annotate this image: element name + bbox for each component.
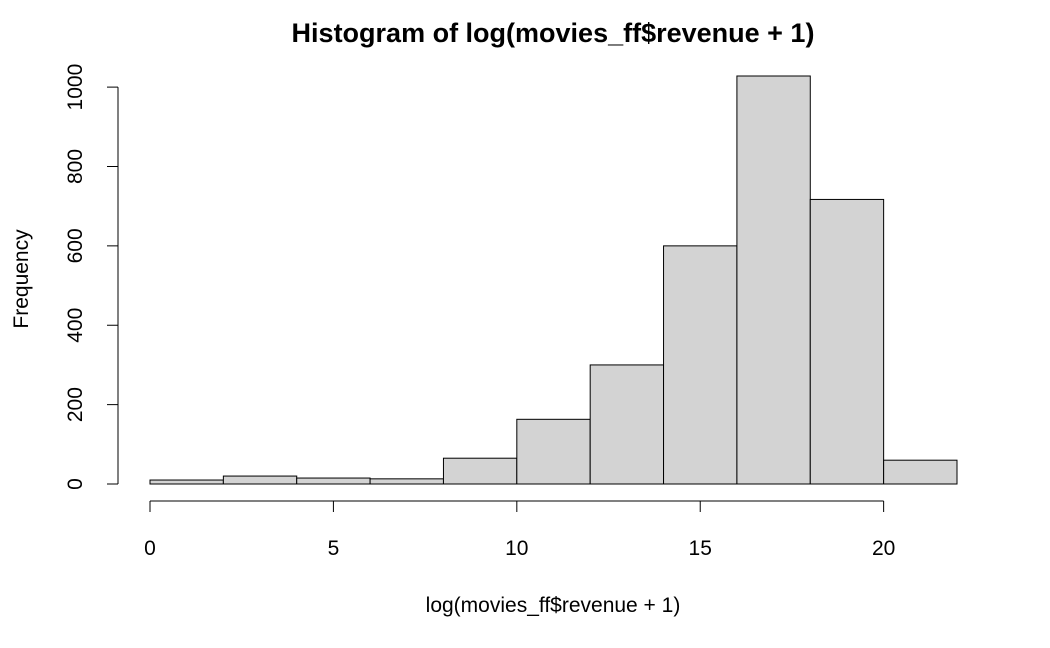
x-tick-label-1: 5 bbox=[328, 537, 340, 560]
x-axis: 0 5 10 15 20 bbox=[144, 500, 895, 560]
histogram-bar-9 bbox=[809, 198, 885, 485]
y-axis-label: Frequency bbox=[10, 229, 33, 329]
y-tick-label-4: 800 bbox=[64, 149, 87, 184]
chart-title: Histogram of log(movies_ff$revenue + 1) bbox=[292, 18, 815, 48]
x-tick-label-3: 15 bbox=[689, 537, 712, 560]
x-axis-label: log(movies_ff$revenue + 1) bbox=[426, 594, 681, 617]
histogram-bar-1 bbox=[222, 475, 298, 485]
histogram-bar-3 bbox=[369, 478, 444, 485]
bars-layer bbox=[149, 75, 958, 485]
histogram-bar-2 bbox=[296, 477, 371, 485]
histogram-bar-7 bbox=[663, 245, 738, 485]
y-tick-label-1: 200 bbox=[64, 387, 87, 422]
histogram-bar-10 bbox=[883, 459, 958, 485]
y-tick-label-5: 1000 bbox=[64, 64, 87, 111]
histogram-bar-6 bbox=[589, 364, 665, 485]
x-tick-label-0: 0 bbox=[144, 537, 156, 560]
y-axis: 0 200 400 600 800 1000 bbox=[64, 64, 119, 490]
x-tick-label-4: 20 bbox=[872, 537, 895, 560]
y-tick-label-3: 600 bbox=[64, 228, 87, 263]
histogram-bar-4 bbox=[442, 457, 518, 485]
x-tick-label-2: 10 bbox=[505, 537, 528, 560]
y-tick-label-0: 0 bbox=[64, 478, 87, 490]
histogram-bar-8 bbox=[736, 75, 811, 485]
histogram-bar-5 bbox=[516, 418, 591, 485]
y-tick-label-2: 400 bbox=[64, 308, 87, 343]
histogram-bar-0 bbox=[149, 479, 224, 485]
